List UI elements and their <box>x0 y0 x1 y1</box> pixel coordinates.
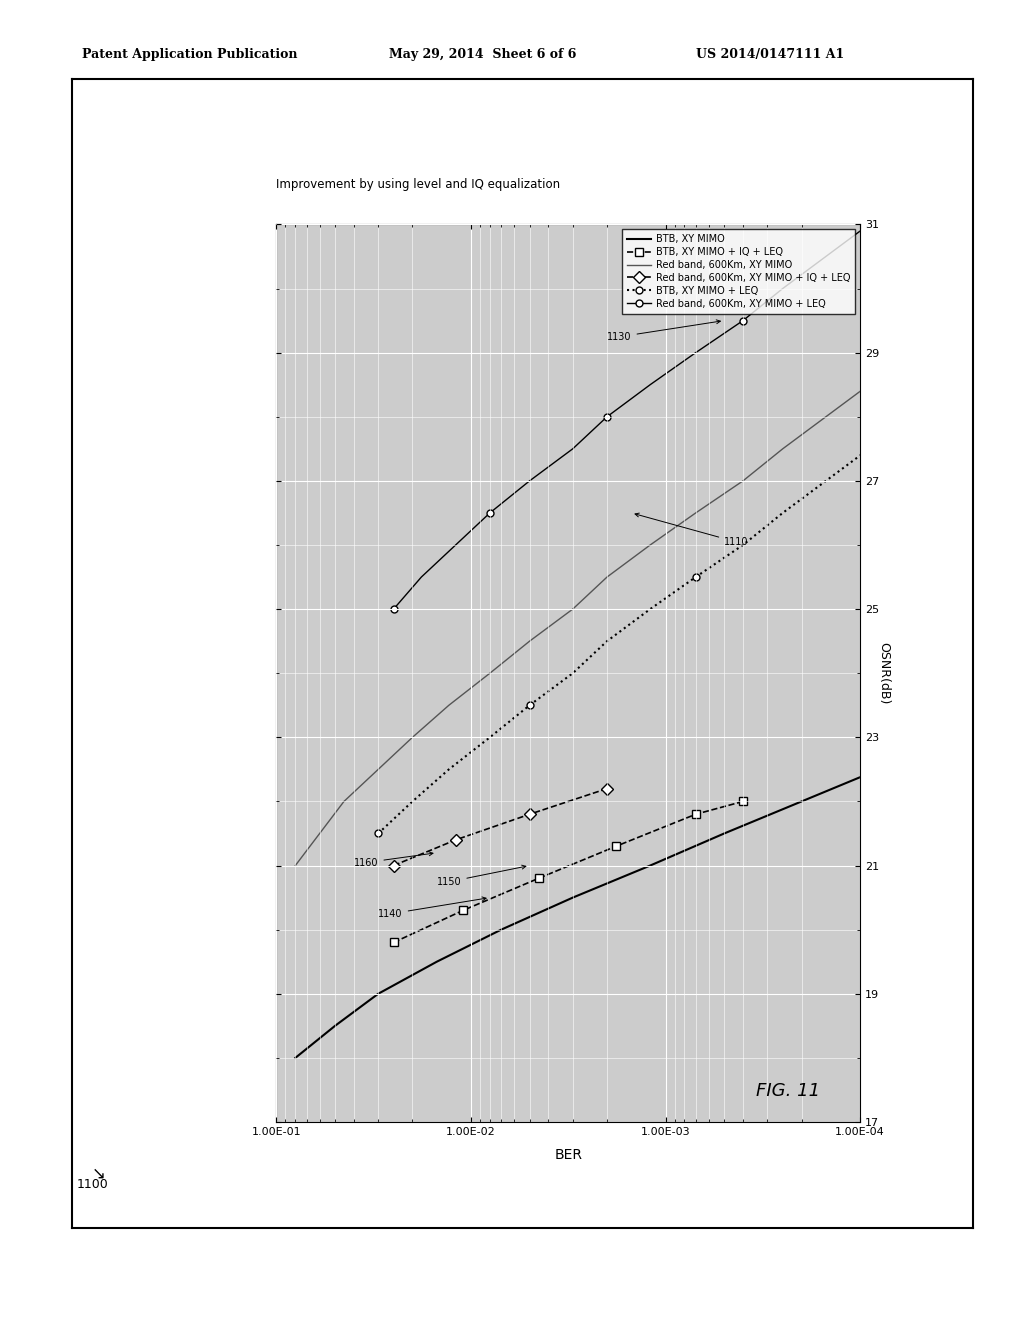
BTB, XY MIMO + LEQ <box>372 825 384 841</box>
Red band, 600Km, XY MIMO <box>523 634 536 649</box>
Line: Red band, 600Km, XY MIMO: Red band, 600Km, XY MIMO <box>295 224 1024 866</box>
Red band, 600Km, XY MIMO + LEQ <box>523 473 536 488</box>
Text: 1110: 1110 <box>635 513 749 546</box>
BTB, XY MIMO + IQ + LEQ <box>457 903 469 919</box>
Legend: BTB, XY MIMO, BTB, XY MIMO + IQ + LEQ, Red band, 600Km, XY MIMO, Red band, 600Km: BTB, XY MIMO, BTB, XY MIMO + IQ + LEQ, R… <box>622 230 855 314</box>
Red band, 600Km, XY MIMO <box>912 345 925 360</box>
BTB, XY MIMO + LEQ <box>523 697 536 713</box>
Red band, 600Km, XY MIMO <box>737 473 750 488</box>
BTB, XY MIMO + LEQ <box>863 441 876 457</box>
BTB, XY MIMO <box>372 986 384 1002</box>
BTB, XY MIMO + IQ + LEQ <box>609 838 622 854</box>
Text: Patent Application Publication: Patent Application Publication <box>82 48 297 61</box>
Red band, 600Km, XY MIMO <box>372 762 384 777</box>
Red band, 600Km, XY MIMO <box>601 569 613 585</box>
Red band, 600Km, XY MIMO <box>313 825 326 841</box>
Red band, 600Km, XY MIMO + LEQ <box>415 569 427 585</box>
Red band, 600Km, XY MIMO <box>289 858 301 874</box>
Red band, 600Km, XY MIMO <box>442 697 455 713</box>
Red band, 600Km, XY MIMO <box>776 441 788 457</box>
BTB, XY MIMO + LEQ <box>912 409 925 425</box>
BTB, XY MIMO <box>796 793 808 809</box>
BTB, XY MIMO <box>644 858 656 874</box>
Red band, 600Km, XY MIMO <box>483 665 496 681</box>
Line: Red band, 600Km, XY MIMO + LEQ: Red band, 600Km, XY MIMO + LEQ <box>390 220 872 612</box>
BTB, XY MIMO + LEQ <box>407 793 419 809</box>
Red band, 600Km, XY MIMO + LEQ <box>601 409 613 425</box>
Text: FIG. 11: FIG. 11 <box>757 1081 820 1100</box>
BTB, XY MIMO + LEQ <box>483 730 496 746</box>
Red band, 600Km, XY MIMO + LEQ <box>387 601 399 616</box>
BTB, XY MIMO <box>495 921 507 937</box>
Red band, 600Km, XY MIMO + IQ + LEQ <box>387 858 399 874</box>
BTB, XY MIMO <box>289 1049 301 1065</box>
BTB, XY MIMO <box>955 730 968 746</box>
BTB, XY MIMO + LEQ <box>990 345 1002 360</box>
Text: 1100: 1100 <box>77 1177 109 1191</box>
Red band, 600Km, XY MIMO + IQ + LEQ <box>523 807 536 822</box>
Line: BTB, XY MIMO + IQ + LEQ: BTB, XY MIMO + IQ + LEQ <box>389 797 748 946</box>
Red band, 600Km, XY MIMO <box>998 281 1011 297</box>
Red band, 600Km, XY MIMO <box>689 506 701 521</box>
BTB, XY MIMO + IQ + LEQ <box>737 793 750 809</box>
Red band, 600Km, XY MIMO + LEQ <box>483 506 496 521</box>
BTB, XY MIMO + LEQ <box>955 376 968 392</box>
Text: 1130: 1130 <box>607 319 720 342</box>
BTB, XY MIMO + LEQ <box>601 634 613 649</box>
BTB, XY MIMO + IQ + LEQ <box>532 870 545 886</box>
BTB, XY MIMO + LEQ <box>820 473 833 488</box>
BTB, XY MIMO <box>566 890 579 906</box>
BTB, XY MIMO + LEQ <box>644 601 656 616</box>
BTB, XY MIMO <box>718 825 730 841</box>
Red band, 600Km, XY MIMO + LEQ <box>450 537 462 553</box>
Text: ↘: ↘ <box>92 1164 106 1183</box>
Text: 1150: 1150 <box>437 865 525 887</box>
BTB, XY MIMO + LEQ <box>776 506 788 521</box>
Red band, 600Km, XY MIMO + LEQ <box>820 248 833 264</box>
Red band, 600Km, XY MIMO + LEQ <box>776 281 788 297</box>
Line: BTB, XY MIMO: BTB, XY MIMO <box>295 705 1024 1057</box>
Text: May 29, 2014  Sheet 6 of 6: May 29, 2014 Sheet 6 of 6 <box>389 48 577 61</box>
Red band, 600Km, XY MIMO <box>566 601 579 616</box>
Red band, 600Km, XY MIMO + IQ + LEQ <box>601 780 613 796</box>
BTB, XY MIMO <box>431 954 443 970</box>
Text: 1140: 1140 <box>378 896 486 919</box>
BTB, XY MIMO + LEQ <box>442 762 455 777</box>
Red band, 600Km, XY MIMO <box>338 793 350 809</box>
Red band, 600Km, XY MIMO <box>644 537 656 553</box>
Red band, 600Km, XY MIMO + LEQ <box>689 345 701 360</box>
Red band, 600Km, XY MIMO + LEQ <box>863 216 876 232</box>
Red band, 600Km, XY MIMO <box>863 376 876 392</box>
BTB, XY MIMO + LEQ <box>737 537 750 553</box>
Red band, 600Km, XY MIMO + LEQ <box>644 376 656 392</box>
Red band, 600Km, XY MIMO + LEQ <box>566 441 579 457</box>
BTB, XY MIMO <box>872 762 885 777</box>
Line: BTB, XY MIMO + LEQ: BTB, XY MIMO + LEQ <box>375 220 1024 837</box>
Red band, 600Km, XY MIMO <box>820 409 833 425</box>
Y-axis label: OSNR(dB): OSNR(dB) <box>878 642 891 705</box>
Line: Red band, 600Km, XY MIMO + IQ + LEQ: Red band, 600Km, XY MIMO + IQ + LEQ <box>389 784 611 870</box>
Red band, 600Km, XY MIMO <box>955 313 968 329</box>
Text: 1160: 1160 <box>354 851 433 867</box>
X-axis label: BER: BER <box>554 1148 583 1162</box>
BTB, XY MIMO + IQ + LEQ <box>387 935 399 950</box>
BTB, XY MIMO <box>329 1018 341 1034</box>
BTB, XY MIMO + LEQ <box>689 569 701 585</box>
BTB, XY MIMO + LEQ <box>566 665 579 681</box>
Text: US 2014/0147111 A1: US 2014/0147111 A1 <box>696 48 845 61</box>
Red band, 600Km, XY MIMO + LEQ <box>737 313 750 329</box>
BTB, XY MIMO + IQ + LEQ <box>689 807 701 822</box>
Text: Improvement by using level and IQ equalization: Improvement by using level and IQ equali… <box>276 178 560 191</box>
Red band, 600Km, XY MIMO <box>407 730 419 746</box>
Red band, 600Km, XY MIMO + IQ + LEQ <box>450 832 462 847</box>
